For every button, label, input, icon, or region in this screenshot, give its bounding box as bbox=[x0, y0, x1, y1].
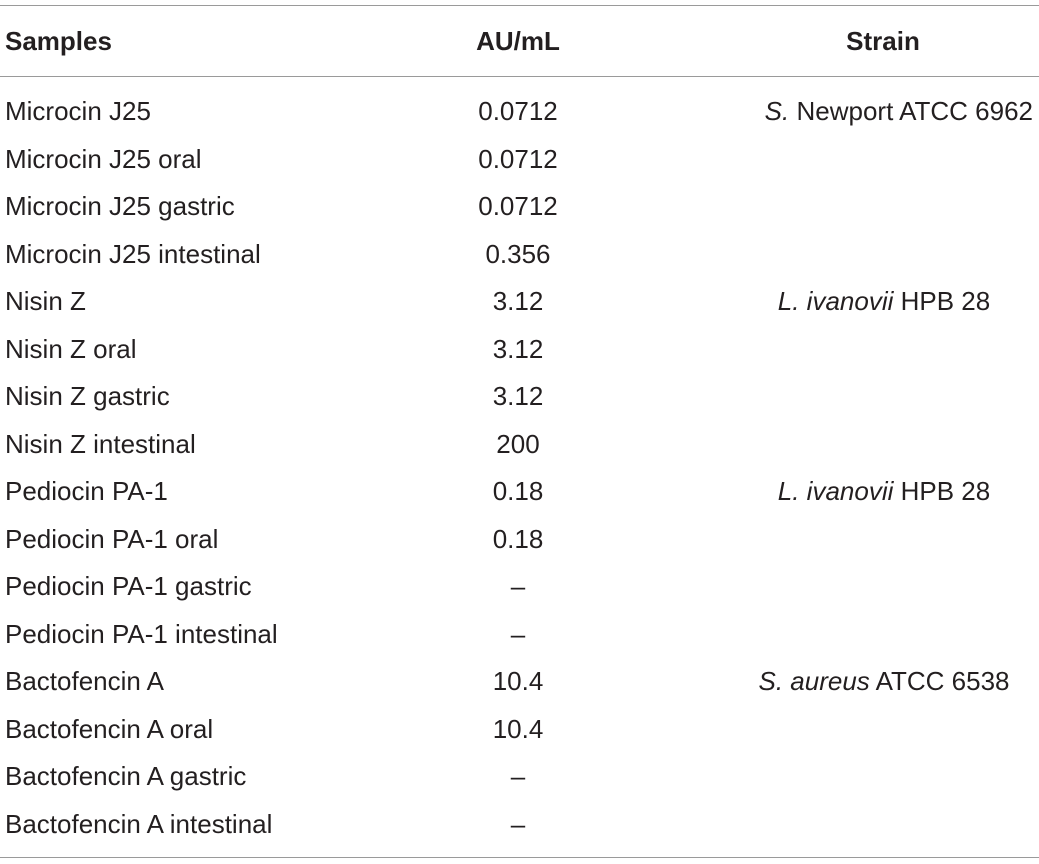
cell-sample: Nisin Z gastric bbox=[5, 381, 170, 411]
cell-strain bbox=[705, 516, 1039, 564]
table-row: Pediocin PA-1 0.18 L. ivanovii HPB 28 bbox=[0, 468, 1039, 516]
cell-sample: Microcin J25 intestinal bbox=[5, 238, 261, 269]
cell-strain-italic: L. ivanovii bbox=[777, 286, 894, 316]
cell-au: 0.18 bbox=[492, 523, 544, 554]
cell-sample: Pediocin PA-1 bbox=[5, 476, 168, 506]
cell-sample: Pediocin PA-1 gastric bbox=[5, 571, 252, 601]
table-row: Microcin J25 oral 0.0712 bbox=[0, 136, 1039, 184]
cell-strain-italic: S. bbox=[764, 96, 790, 126]
cell-sample: Bactofencin A intestinal bbox=[5, 808, 273, 839]
cell-au: 10.4 bbox=[492, 713, 544, 744]
cell-au: 0.356 bbox=[485, 238, 551, 269]
cell-strain bbox=[705, 611, 1039, 659]
cell-strain-rest: HPB 28 bbox=[893, 476, 991, 506]
cell-sample: Microcin J25 gastric bbox=[5, 191, 235, 221]
table-row: Microcin J25 gastric 0.0712 bbox=[0, 183, 1039, 231]
table-header-row: Samples AU/mL Strain bbox=[0, 5, 1039, 76]
cell-au: – bbox=[510, 761, 526, 791]
table-row: Bactofencin A gastric – bbox=[0, 753, 1039, 801]
cell-sample: Nisin Z bbox=[5, 286, 86, 316]
cell-strain bbox=[705, 373, 1039, 421]
cell-strain bbox=[705, 563, 1039, 611]
cell-sample: Bactofencin A oral bbox=[5, 713, 214, 744]
header-samples: Samples bbox=[5, 26, 112, 56]
cell-au: – bbox=[510, 618, 526, 649]
table-row: Microcin J25 0.0712 S. Newport ATCC 6962 bbox=[0, 88, 1039, 136]
cell-sample: Nisin Z intestinal bbox=[5, 428, 196, 459]
cell-au: 0.0712 bbox=[478, 143, 558, 174]
cell-strain-italic: S. aureus bbox=[758, 666, 870, 696]
cell-strain bbox=[705, 183, 1039, 231]
table-bottom-rule bbox=[0, 857, 1039, 858]
cell-sample: Microcin J25 bbox=[5, 96, 151, 126]
cell-sample: Pediocin PA-1 intestinal bbox=[5, 618, 278, 649]
cell-strain bbox=[705, 326, 1039, 374]
cell-sample: Bactofencin A bbox=[5, 666, 164, 696]
header-au-ml: AU/mL bbox=[476, 26, 560, 56]
table-row: Bactofencin A intestinal – bbox=[0, 801, 1039, 849]
cell-au: 3.12 bbox=[492, 333, 544, 364]
table-row: Nisin Z oral 3.12 bbox=[0, 326, 1039, 374]
cell-au: 0.0712 bbox=[478, 191, 558, 221]
cell-strain-rest: Newport ATCC 6962 bbox=[789, 96, 1033, 126]
table-row: Microcin J25 intestinal 0.356 bbox=[0, 231, 1039, 279]
table-header-rule bbox=[0, 76, 1039, 77]
cell-strain bbox=[705, 421, 1039, 469]
cell-au: 10.4 bbox=[492, 666, 544, 696]
cell-au: 0.0712 bbox=[478, 96, 558, 126]
cell-strain bbox=[705, 136, 1039, 184]
cell-strain bbox=[705, 231, 1039, 279]
table-body: Microcin J25 0.0712 S. Newport ATCC 6962… bbox=[0, 88, 1039, 848]
table-top-rule bbox=[0, 5, 1039, 6]
cell-strain: S. Newport ATCC 6962 bbox=[733, 88, 1033, 136]
table-row: Bactofencin A oral 10.4 bbox=[0, 706, 1039, 754]
cell-au: – bbox=[510, 808, 526, 839]
cell-sample: Bactofencin A gastric bbox=[5, 761, 247, 791]
cell-sample: Nisin Z oral bbox=[5, 333, 137, 364]
table-row: Pediocin PA-1 intestinal – bbox=[0, 611, 1039, 659]
cell-strain bbox=[705, 706, 1039, 754]
cell-sample: Microcin J25 oral bbox=[5, 143, 202, 174]
cell-strain-italic: L. ivanovii bbox=[777, 476, 894, 506]
cell-au: 200 bbox=[496, 428, 540, 459]
header-strain: Strain bbox=[846, 26, 920, 56]
cell-strain: L. ivanovii HPB 28 bbox=[705, 468, 1039, 516]
cell-au: 0.18 bbox=[492, 476, 544, 506]
cell-strain bbox=[705, 753, 1039, 801]
cell-strain-rest: HPB 28 bbox=[893, 286, 991, 316]
table-row: Nisin Z intestinal 200 bbox=[0, 421, 1039, 469]
cell-strain bbox=[705, 801, 1039, 849]
table-row: Bactofencin A 10.4 S. aureus ATCC 6538 bbox=[0, 658, 1039, 706]
cell-au: – bbox=[510, 571, 526, 601]
table-row: Pediocin PA-1 gastric – bbox=[0, 563, 1039, 611]
table-row: Pediocin PA-1 oral 0.18 bbox=[0, 516, 1039, 564]
cell-strain: S. aureus ATCC 6538 bbox=[705, 658, 1039, 706]
cell-au: 3.12 bbox=[492, 381, 544, 411]
table-row: Nisin Z gastric 3.12 bbox=[0, 373, 1039, 421]
cell-sample: Pediocin PA-1 oral bbox=[5, 523, 219, 554]
cell-strain: L. ivanovii HPB 28 bbox=[705, 278, 1039, 326]
cell-au: 3.12 bbox=[492, 286, 544, 316]
cell-strain-rest: ATCC 6538 bbox=[869, 666, 1010, 696]
table-row: Nisin Z 3.12 L. ivanovii HPB 28 bbox=[0, 278, 1039, 326]
